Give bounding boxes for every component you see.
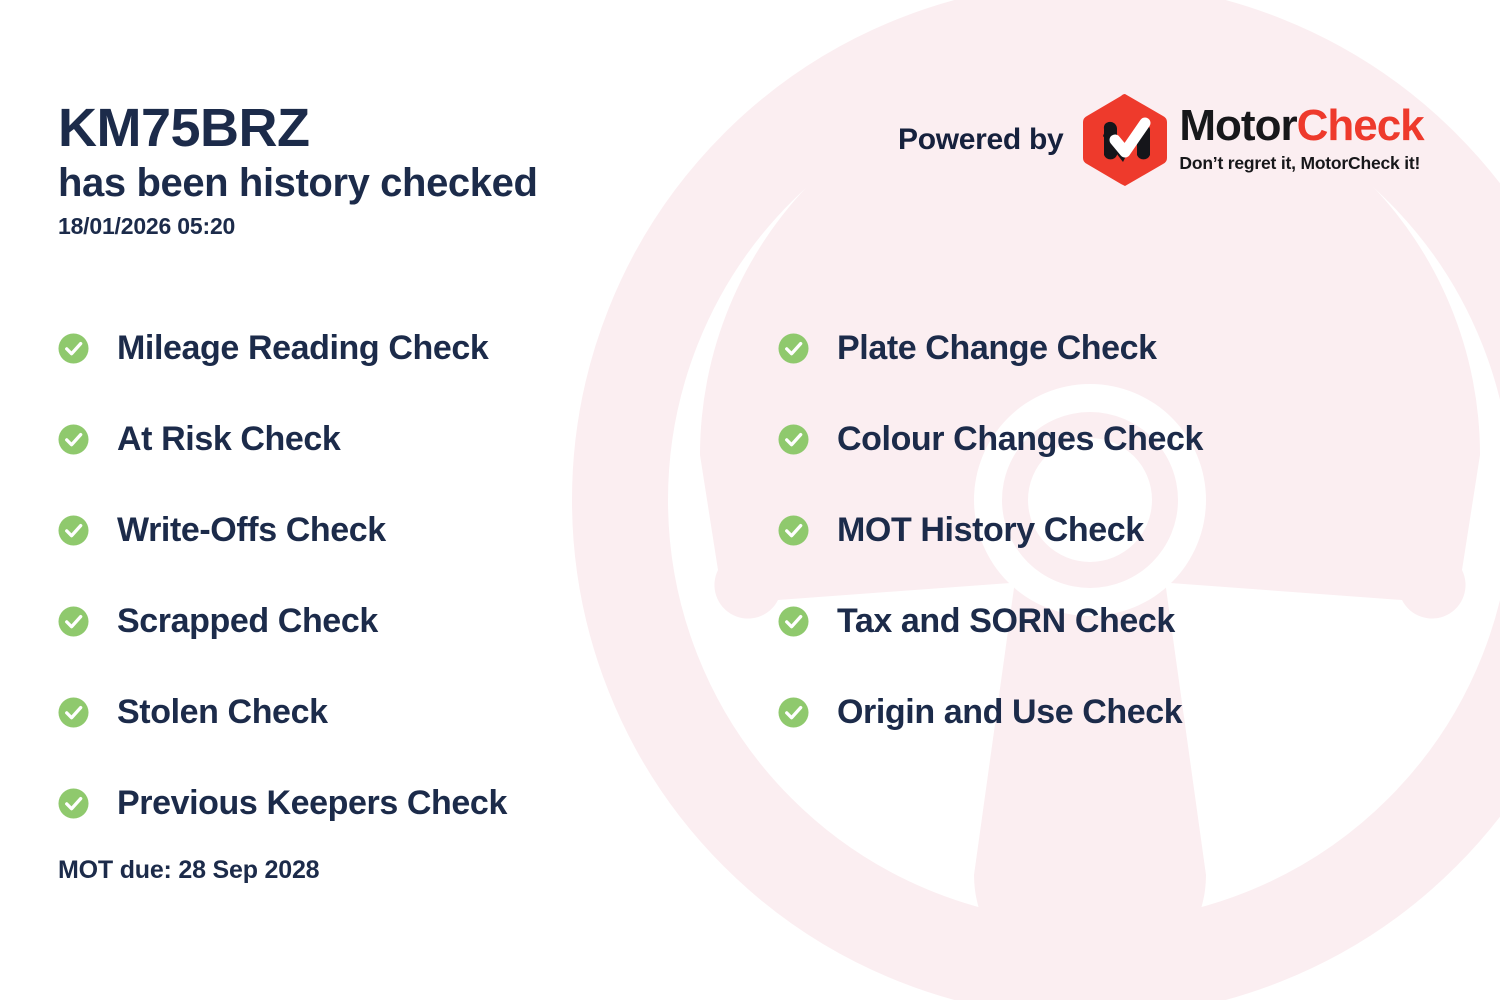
checklist-item-label: Stolen Check [117,693,328,731]
check-circle-icon [778,697,809,728]
checklist-item-label: Scrapped Check [117,602,378,640]
check-circle-icon [778,333,809,364]
check-circle-icon [778,424,809,455]
checklist-item-label: Colour Changes Check [837,420,1204,458]
checklist-row: Tax and SORN Check [778,576,1203,667]
checklist-row: Write-Offs Check [58,485,507,576]
wordmark-motor: Motor [1179,100,1297,150]
checklist-item-label: Tax and SORN Check [837,602,1175,640]
checklist-row: Scrapped Check [58,576,507,667]
motorcheck-logo[interactable]: MotorCheck Don’t regret it, MotorCheck i… [1081,92,1425,188]
mot-due-note: MOT due: 28 Sep 2028 [58,856,320,884]
checklist-item-label: Mileage Reading Check [117,329,489,367]
check-circle-icon [778,606,809,637]
brand-tagline: Don’t regret it, MotorCheck it! [1179,152,1421,173]
checklist-item-label: Previous Keepers Check [117,784,507,822]
brand-wordmark: MotorCheck [1179,100,1425,150]
checklist-row: Colour Changes Check [778,394,1203,485]
checklist-row: MOT History Check [778,485,1203,576]
checklist-row: Mileage Reading Check [58,303,507,394]
check-circle-icon [58,333,89,364]
checklist-item-label: At Risk Check [117,420,341,458]
page-title: KM75BRZ [58,98,310,158]
check-circle-icon [778,515,809,546]
checklist-row: Previous Keepers Check [58,758,507,849]
powered-by-label: Powered by [898,123,1064,156]
checklist-item-label: MOT History Check [837,511,1144,549]
check-circle-icon [58,788,89,819]
wordmark-check: Check [1296,100,1425,150]
page-subtitle: has been history checked [58,160,538,205]
checklist-row: Plate Change Check [778,303,1203,394]
check-circle-icon [58,515,89,546]
wordmark-stack: MotorCheck Don’t regret it, MotorCheck i… [1179,100,1425,173]
checklist-row: Stolen Check [58,667,507,758]
checklist-item-label: Origin and Use Check [837,693,1183,731]
checklist-column-right: Plate Change Check Colour Changes Check MO… [778,303,1203,758]
check-timestamp: 18/01/2026 05:20 [58,213,236,240]
checklist-row: At Risk Check [58,394,507,485]
checklist-column-left: Mileage Reading Check At Risk Check Write-… [58,303,507,849]
brand-lockup: Powered by MotorCheck Don’t regret it, M… [898,92,1425,188]
motorcheck-hexagon-icon [1083,94,1168,186]
checklist-item-label: Plate Change Check [837,329,1157,367]
header-block: KM75BRZ has been history checked 18/01/2… [58,100,758,240]
checklist-row: Origin and Use Check [778,667,1203,758]
hexagon-shape [1083,94,1168,186]
checklist-item-label: Write-Offs Check [117,511,386,549]
check-circle-icon [58,697,89,728]
check-circle-icon [58,424,89,455]
check-circle-icon [58,606,89,637]
